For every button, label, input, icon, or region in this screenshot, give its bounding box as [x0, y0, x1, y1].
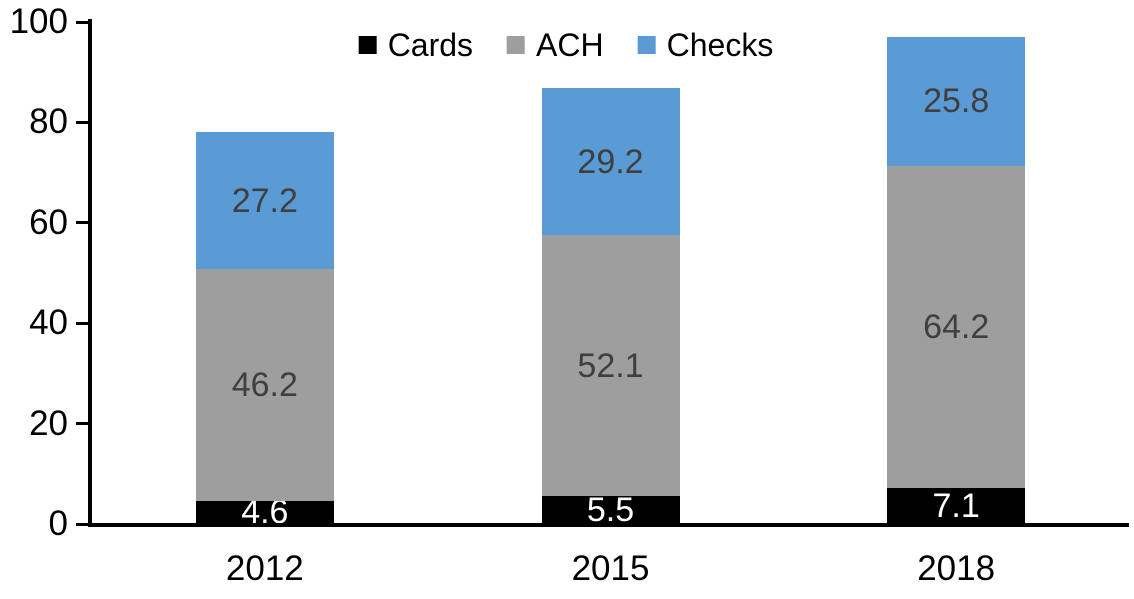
legend-swatch-icon — [507, 36, 526, 54]
legend-swatch-icon — [358, 36, 377, 54]
bar-segment-ach-2018: 64.2 — [887, 166, 1026, 489]
chart-legend: Cards ACH Checks — [358, 27, 774, 63]
bar-segment-checks-2018: 25.8 — [887, 36, 1026, 167]
y-axis-tick-mark — [76, 321, 89, 325]
legend-item-checks: Checks — [637, 27, 774, 63]
y-axis-tick-mark — [76, 422, 89, 426]
bar-segment-value: 52.1 — [577, 346, 644, 385]
bar-segment-value: 7.1 — [932, 487, 980, 526]
legend-label: ACH — [536, 27, 604, 63]
legend-item-cards: Cards — [358, 27, 474, 63]
y-axis-tick-label: 40 — [29, 303, 68, 343]
bar-segment-checks-2015: 29.2 — [541, 88, 680, 235]
bar-segment-checks-2012: 27.2 — [195, 132, 334, 269]
y-axis-tick-mark — [76, 522, 89, 526]
bar-segment-value: 29.2 — [577, 142, 644, 181]
y-axis-tick-label: 100 — [9, 2, 68, 41]
bar-segment-value: 25.8 — [923, 82, 990, 121]
x-axis-category-label: 2012 — [225, 549, 304, 588]
y-axis-tick-label: 20 — [29, 403, 68, 443]
x-axis-category-label: 2018 — [917, 549, 996, 588]
legend-label: Checks — [666, 27, 774, 63]
x-axis-line — [88, 523, 1129, 527]
bar-segment-cards-2018: 7.1 — [887, 487, 1026, 526]
y-axis-tick-label: 0 — [48, 504, 68, 543]
y-axis-line — [88, 19, 92, 527]
bar-segment-cards-2015: 5.5 — [541, 491, 680, 530]
bar-segment-cards-2012: 4.6 — [195, 495, 334, 529]
legend-label: Cards — [387, 27, 474, 63]
y-axis-tick-label: 80 — [29, 102, 68, 142]
y-axis-tick-mark — [76, 221, 89, 225]
legend-swatch-icon — [637, 36, 656, 54]
bar-segment-value: 5.5 — [586, 491, 635, 530]
legend-item-ach: ACH — [507, 29, 604, 61]
bar-segment-ach-2015: 52.1 — [541, 234, 680, 497]
y-axis-tick-mark — [76, 120, 89, 124]
bar-segment-value: 64.2 — [923, 308, 990, 347]
bar-segment-ach-2012: 46.2 — [195, 268, 334, 501]
y-axis-tick-label: 60 — [29, 202, 68, 242]
bar-segment-value: 46.2 — [231, 365, 298, 404]
y-axis-tick-mark — [76, 20, 89, 24]
bar-segment-value: 27.2 — [231, 181, 298, 220]
x-axis-category-label: 2015 — [571, 549, 650, 588]
